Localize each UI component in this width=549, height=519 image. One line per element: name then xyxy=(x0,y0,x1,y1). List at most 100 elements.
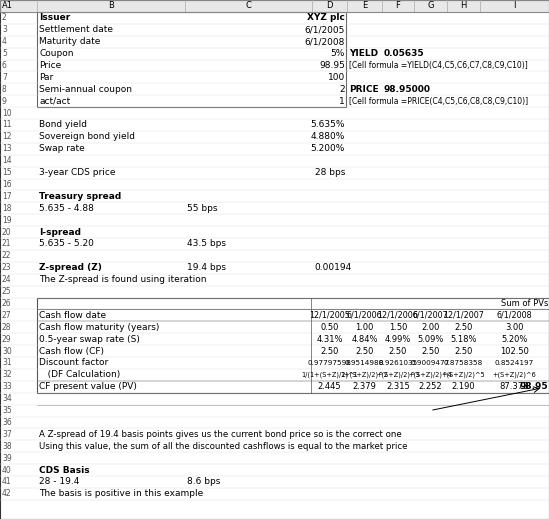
Text: 5.20%: 5.20% xyxy=(501,335,528,344)
Text: Coupon: Coupon xyxy=(39,49,74,58)
Text: 0.05635: 0.05635 xyxy=(384,49,424,58)
Text: 4: 4 xyxy=(2,37,7,46)
Text: Par: Par xyxy=(39,73,53,82)
Text: F: F xyxy=(396,2,400,10)
Text: 3.00: 3.00 xyxy=(505,323,524,332)
Text: 23: 23 xyxy=(2,263,12,272)
Text: 4.31%: 4.31% xyxy=(316,335,343,344)
Text: Discount factor: Discount factor xyxy=(39,359,108,367)
Text: YIELD: YIELD xyxy=(349,49,378,58)
Text: 12/1/2006: 12/1/2006 xyxy=(378,311,418,320)
Text: 0.8524197: 0.8524197 xyxy=(495,360,534,366)
Text: act/act: act/act xyxy=(39,97,70,106)
Text: 5.18%: 5.18% xyxy=(450,335,477,344)
Text: B: B xyxy=(108,2,114,10)
Text: 4.99%: 4.99% xyxy=(385,335,411,344)
Text: D: D xyxy=(326,2,333,10)
Text: 22: 22 xyxy=(2,251,12,261)
Text: 0.9514988: 0.9514988 xyxy=(345,360,384,366)
Text: 0.50: 0.50 xyxy=(320,323,339,332)
Text: 2.50: 2.50 xyxy=(421,347,440,356)
Text: 2.50: 2.50 xyxy=(455,323,473,332)
Text: A1: A1 xyxy=(2,2,13,10)
Text: 87.373: 87.373 xyxy=(500,383,529,391)
Text: XYZ plc: XYZ plc xyxy=(307,13,345,22)
Text: Cash flow date: Cash flow date xyxy=(39,311,106,320)
Text: 2.445: 2.445 xyxy=(318,383,341,391)
Text: 2.379: 2.379 xyxy=(352,383,377,391)
Text: Cash flow maturity (years): Cash flow maturity (years) xyxy=(39,323,159,332)
Text: 17: 17 xyxy=(2,192,12,201)
Text: 24: 24 xyxy=(2,275,12,284)
Text: 12/1/2007: 12/1/2007 xyxy=(443,311,484,320)
Text: CDS Basis: CDS Basis xyxy=(39,466,89,474)
Text: 2: 2 xyxy=(339,85,345,94)
Text: 6/1/2005: 6/1/2005 xyxy=(305,25,345,34)
Text: 26: 26 xyxy=(2,299,12,308)
Text: 4.880%: 4.880% xyxy=(311,132,345,141)
Text: 5.635 - 5.20: 5.635 - 5.20 xyxy=(39,239,94,249)
Text: 5.635%: 5.635% xyxy=(311,120,345,129)
Text: 3-year CDS price: 3-year CDS price xyxy=(39,168,115,177)
Text: 1/(1+(S+Z)/2)^1: 1/(1+(S+Z)/2)^1 xyxy=(301,372,358,378)
Text: 0.9261035: 0.9261035 xyxy=(378,360,418,366)
Text: 1.00: 1.00 xyxy=(355,323,374,332)
Text: 21: 21 xyxy=(2,239,12,249)
Bar xyxy=(0,0,549,12)
Text: 40: 40 xyxy=(2,466,12,474)
Text: 15: 15 xyxy=(2,168,12,177)
Text: Sum of PVs: Sum of PVs xyxy=(501,299,548,308)
Text: 19.4 bps: 19.4 bps xyxy=(187,263,226,272)
Text: A Z-spread of 19.4 basis points gives us the current bond price so is the correc: A Z-spread of 19.4 basis points gives us… xyxy=(39,430,402,439)
Text: 2.50: 2.50 xyxy=(320,347,339,356)
Text: Issuer: Issuer xyxy=(39,13,70,22)
Text: [Cell formula =YIELD(C4,C5,C6,C7,C8,C9,C10)]: [Cell formula =YIELD(C4,C5,C6,C7,C8,C9,C… xyxy=(349,61,528,70)
Text: 28 bps: 28 bps xyxy=(315,168,345,177)
Text: 2.315: 2.315 xyxy=(386,383,410,391)
Text: 3: 3 xyxy=(2,25,7,34)
Text: Price: Price xyxy=(39,61,61,70)
Text: [Cell formula =PRICE(C4,C5,C6,C8,C8,C9,C10)]: [Cell formula =PRICE(C4,C5,C6,C8,C8,C9,C… xyxy=(349,97,528,106)
Text: 36: 36 xyxy=(2,418,12,427)
Text: PRICE: PRICE xyxy=(349,85,379,94)
Text: 32: 32 xyxy=(2,371,12,379)
Text: 4.84%: 4.84% xyxy=(351,335,378,344)
Text: 38: 38 xyxy=(2,442,12,450)
Text: +(S+Z)/2)^5: +(S+Z)/2)^5 xyxy=(441,372,485,378)
Text: 10: 10 xyxy=(2,108,12,117)
Text: 6/1/2008: 6/1/2008 xyxy=(305,37,345,46)
Text: 1+(S+Z)/2)^2: 1+(S+Z)/2)^2 xyxy=(340,372,389,378)
Text: 12/1/2005: 12/1/2005 xyxy=(309,311,350,320)
Text: 28: 28 xyxy=(2,323,12,332)
Text: 37: 37 xyxy=(2,430,12,439)
Text: 42: 42 xyxy=(2,489,12,498)
Text: 5.635 - 4.88: 5.635 - 4.88 xyxy=(39,204,94,213)
Text: 33: 33 xyxy=(2,383,12,391)
Text: 7: 7 xyxy=(2,73,7,82)
Text: 2.50: 2.50 xyxy=(355,347,374,356)
Text: 0.8758358: 0.8758358 xyxy=(444,360,483,366)
Text: 16: 16 xyxy=(2,180,12,189)
Text: The Z-spread is found using iteration: The Z-spread is found using iteration xyxy=(39,275,206,284)
Text: 2.00: 2.00 xyxy=(421,323,440,332)
Text: 2.50: 2.50 xyxy=(389,347,407,356)
Text: Semi-annual coupon: Semi-annual coupon xyxy=(39,85,132,94)
Text: Settlement date: Settlement date xyxy=(39,25,113,34)
Text: 20: 20 xyxy=(2,227,12,237)
Text: 0.97797598: 0.97797598 xyxy=(307,360,351,366)
Text: 9: 9 xyxy=(2,97,7,106)
Text: 31: 31 xyxy=(2,359,12,367)
Text: CF present value (PV): CF present value (PV) xyxy=(39,383,137,391)
Text: 5%: 5% xyxy=(330,49,345,58)
Text: 98.95: 98.95 xyxy=(519,383,548,391)
Bar xyxy=(37,297,549,393)
Text: 39: 39 xyxy=(2,454,12,462)
Text: Z-spread (Z): Z-spread (Z) xyxy=(39,263,102,272)
Text: 12: 12 xyxy=(2,132,12,141)
Text: 13: 13 xyxy=(2,144,12,153)
Text: 6: 6 xyxy=(2,61,7,70)
Text: 5: 5 xyxy=(2,49,7,58)
Text: 55 bps: 55 bps xyxy=(187,204,217,213)
Text: 102.50: 102.50 xyxy=(500,347,529,356)
Text: 98.95: 98.95 xyxy=(319,61,345,70)
